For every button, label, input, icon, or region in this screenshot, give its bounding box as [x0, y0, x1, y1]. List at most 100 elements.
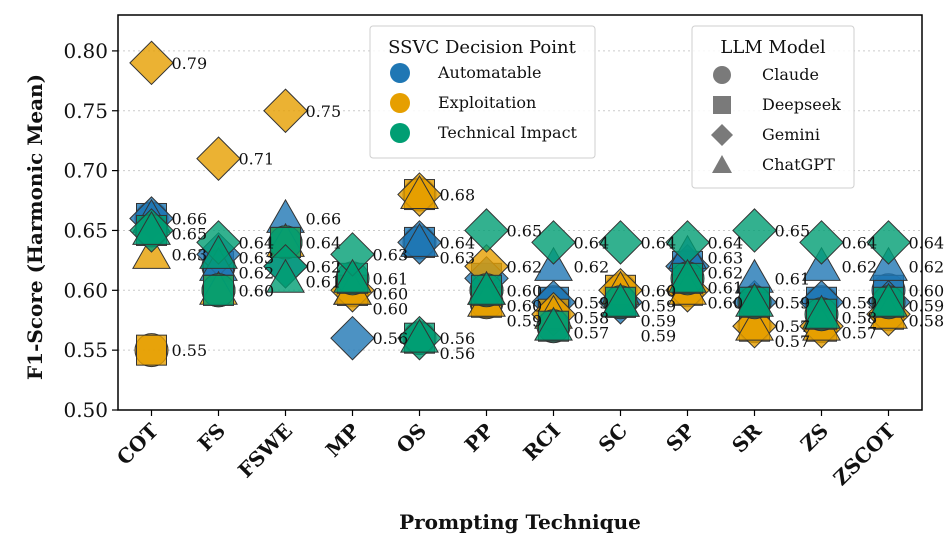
data-point	[531, 220, 576, 265]
data-label: 0.60	[708, 293, 744, 312]
data-label: 0.65	[507, 221, 543, 240]
data-label: 0.64	[574, 233, 610, 252]
data-label: 0.66	[172, 209, 208, 228]
x-tick-label: SC	[594, 419, 632, 457]
data-point	[203, 274, 234, 306]
data-label: 0.79	[172, 54, 208, 73]
data-point	[136, 334, 167, 366]
data-label: 0.63	[172, 245, 208, 264]
data-point	[735, 282, 774, 317]
data-label: 0.56	[440, 344, 476, 363]
y-tick-label: 0.75	[63, 99, 108, 123]
data-label: 0.60	[373, 284, 409, 303]
data-label: 0.57	[842, 323, 878, 342]
legend-label: Gemini	[762, 125, 820, 144]
data-point	[129, 40, 174, 86]
data-label: 0.62	[708, 263, 744, 282]
x-tick-label: SR	[727, 418, 766, 457]
data-label: 0.64	[641, 233, 677, 252]
x-tick-label: RCI	[518, 419, 565, 466]
legend-label: Claude	[762, 65, 819, 84]
data-point	[400, 318, 439, 353]
data-point	[400, 222, 439, 257]
x-tick-label: FS	[193, 419, 230, 456]
plot-frame	[117, 14, 923, 411]
legend-box	[691, 25, 855, 189]
data-label: 0.59	[842, 293, 878, 312]
y-axis: 0.50 0.55 0.60 0.65 0.70 0.75 0.80	[63, 39, 118, 422]
data-point	[735, 306, 774, 341]
data-labels: 0.790.660.650.630.550.710.640.630.620.60…	[172, 54, 945, 363]
data-label: 0.64	[239, 233, 275, 252]
data-point	[196, 136, 241, 181]
data-label: 0.60	[641, 281, 677, 300]
data-point	[464, 208, 509, 253]
data-label: 0.58	[909, 311, 945, 330]
data-point	[598, 220, 643, 265]
data-label: 0.64	[306, 233, 342, 252]
data-label: 0.58	[574, 308, 610, 327]
legend-marker	[713, 66, 731, 84]
data-label: 0.61	[775, 269, 811, 288]
data-point	[132, 210, 171, 245]
data-point	[866, 220, 911, 265]
legend-color-title: SSVC Decision Point	[388, 37, 576, 58]
data-label: 0.56	[440, 329, 476, 348]
data-label: 0.61	[708, 278, 744, 297]
legend-label: Deepseek	[762, 95, 841, 114]
y-tick-label: 0.55	[63, 338, 108, 362]
data-point	[333, 258, 372, 293]
data-label: 0.61	[306, 272, 342, 291]
x-tick-label: ZSCOT	[828, 418, 900, 490]
data-label: 0.63	[708, 248, 744, 267]
data-point	[400, 174, 439, 209]
data-label: 0.59	[641, 326, 677, 345]
x-tick-label: OS	[392, 419, 432, 459]
legend-marker	[713, 96, 731, 114]
legend-marker	[712, 155, 732, 173]
data-label: 0.59	[641, 296, 677, 315]
x-tick-label: COT	[112, 418, 163, 469]
y-axis-title: F1-Score (Harmonic Mean)	[23, 74, 47, 380]
data-label: 0.56	[373, 329, 409, 348]
data-label: 0.66	[306, 209, 342, 228]
data-point	[802, 294, 841, 329]
y-tick-label: 0.50	[63, 398, 108, 422]
data-label: 0.60	[239, 281, 275, 300]
data-label: 0.60	[507, 296, 543, 315]
data-label: 0.57	[574, 323, 610, 342]
legend-label: Technical Impact	[438, 123, 578, 142]
legend-label: Exploitation	[438, 93, 536, 112]
data-label: 0.71	[239, 150, 275, 169]
data-label: 0.63	[239, 248, 275, 267]
data-label: 0.61	[373, 269, 409, 288]
data-point	[266, 258, 305, 293]
data-label: 0.62	[239, 263, 275, 282]
data-label: 0.62	[306, 257, 342, 276]
data-point	[263, 88, 308, 134]
x-axis-title: Prompting Technique	[399, 510, 641, 534]
x-tick-label: MP	[321, 419, 364, 462]
data-label: 0.60	[507, 281, 543, 300]
data-point	[799, 220, 844, 265]
data-point	[601, 282, 640, 317]
data-label: 0.65	[775, 221, 811, 240]
data-label: 0.64	[842, 233, 878, 252]
legend-label: ChatGPT	[762, 155, 835, 174]
data-point	[668, 258, 707, 293]
y-tick-label: 0.80	[63, 39, 108, 63]
legend-label: Automatable	[437, 63, 541, 82]
y-tick-label: 0.65	[63, 218, 108, 242]
x-tick-label: FSWE	[233, 419, 297, 483]
data-label: 0.62	[574, 257, 610, 276]
x-tick-label: PP	[460, 419, 498, 457]
x-tick-label: ZS	[796, 419, 834, 457]
data-label: 0.62	[842, 257, 878, 276]
legend-swatch	[390, 123, 410, 143]
data-label: 0.64	[909, 233, 945, 252]
data-label: 0.75	[306, 102, 342, 121]
data-label: 0.58	[842, 308, 878, 327]
data-point	[199, 234, 238, 269]
data-point	[534, 306, 573, 341]
